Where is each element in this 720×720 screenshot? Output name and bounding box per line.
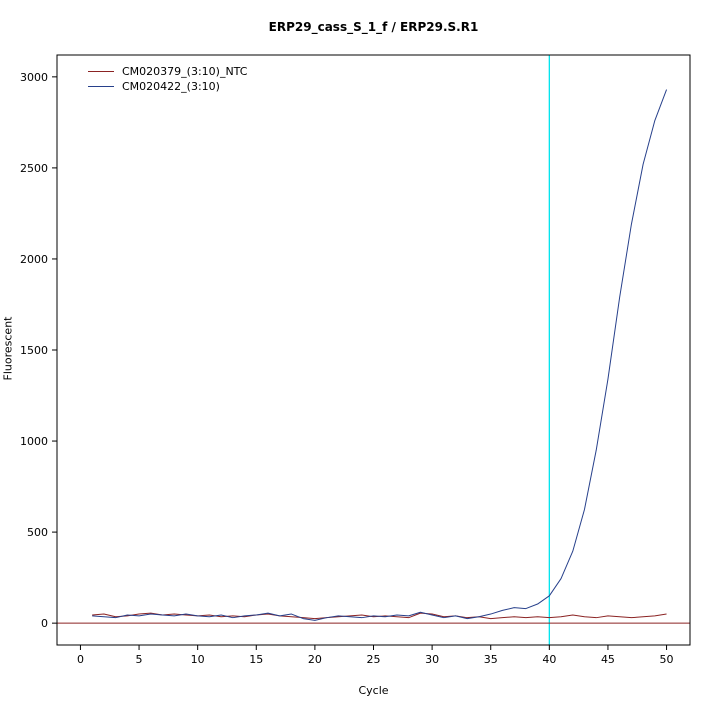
x-tick-label: 25 xyxy=(367,653,381,666)
chart-legend: CM020379_(3:10)_NTC CM020422_(3:10) xyxy=(88,64,247,94)
legend-line-swatch-ntc xyxy=(88,71,114,72)
x-tick-label: 0 xyxy=(77,653,84,666)
x-tick-label: 15 xyxy=(249,653,263,666)
chart-title: ERP29_cass_S_1_f / ERP29.S.R1 xyxy=(268,20,479,34)
x-axis-title: Cycle xyxy=(358,684,389,697)
y-tick-label: 3000 xyxy=(20,71,48,84)
legend-label-ntc: CM020379_(3:10)_NTC xyxy=(122,65,248,78)
x-tick-label: 30 xyxy=(425,653,439,666)
x-tick-label: 40 xyxy=(542,653,556,666)
y-tick-label: 2500 xyxy=(20,162,48,175)
y-tick-label: 2000 xyxy=(20,253,48,266)
x-tick-label: 45 xyxy=(601,653,615,666)
y-tick-label: 0 xyxy=(41,617,48,630)
y-tick-label: 1000 xyxy=(20,435,48,448)
legend-line-swatch-sample xyxy=(88,86,114,87)
legend-entry-sample: CM020422_(3:10) xyxy=(88,79,247,94)
x-tick-label: 10 xyxy=(191,653,205,666)
x-tick-label: 50 xyxy=(660,653,674,666)
legend-label-sample: CM020422_(3:10) xyxy=(122,80,220,93)
y-tick-label: 500 xyxy=(27,526,48,539)
x-tick-label: 20 xyxy=(308,653,322,666)
x-tick-label: 5 xyxy=(136,653,143,666)
plot-box xyxy=(56,54,691,646)
y-tick-label: 1500 xyxy=(20,344,48,357)
series-line-1 xyxy=(92,89,668,621)
legend-entry-ntc: CM020379_(3:10)_NTC xyxy=(88,64,247,79)
x-tick-label: 35 xyxy=(484,653,498,666)
